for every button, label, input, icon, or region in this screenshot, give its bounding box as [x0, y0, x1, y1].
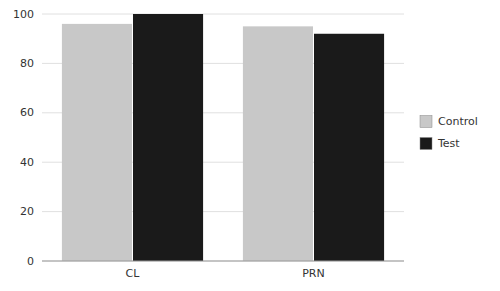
bar [62, 24, 132, 261]
y-tick-label: 60 [20, 106, 34, 119]
y-tick-label: 40 [20, 156, 34, 169]
x-tick-label: PRN [302, 267, 325, 280]
chart-container: 0 20 40 60 80 100 CL PRN Control Test [0, 0, 500, 291]
x-axis-line [42, 261, 404, 262]
legend-swatch [420, 138, 432, 150]
bar [133, 14, 203, 261]
y-tick-label: 100 [13, 8, 34, 21]
y-axis: 0 20 40 60 80 100 [13, 8, 404, 268]
x-tick-label: CL [126, 267, 141, 280]
legend-swatch [420, 116, 432, 128]
grid-line [42, 261, 404, 262]
y-tick-label: 80 [20, 57, 34, 70]
legend-label: Test [437, 137, 460, 150]
bar [314, 34, 384, 261]
legend-label: Control [438, 115, 478, 128]
bars [62, 14, 384, 261]
y-tick-label: 20 [20, 205, 34, 218]
legend: Control Test [420, 115, 478, 150]
page: {"chart_data": {"type": "bar", "categori… [0, 0, 500, 291]
y-tick-label: 0 [27, 255, 34, 268]
bar [243, 26, 313, 261]
grid-line [42, 14, 404, 15]
chart-svg: 0 20 40 60 80 100 CL PRN Control Test [0, 0, 500, 291]
x-axis: CL PRN [42, 261, 404, 280]
